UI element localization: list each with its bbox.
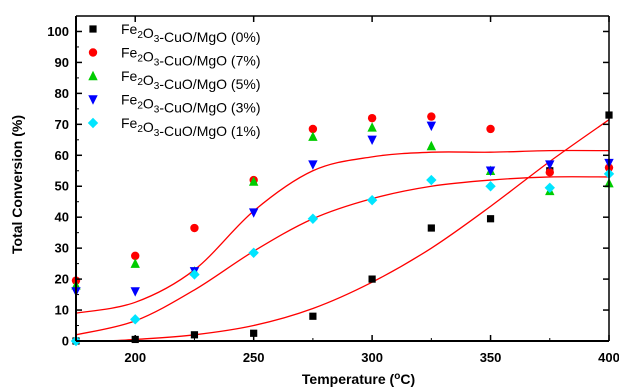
x-tick-label: 350 [480,350,502,365]
legend-marker-4 [88,95,98,105]
data-point-s5-6 [366,194,378,206]
data-point-s5-3 [189,269,200,280]
legend-label-4: Fe2O3-CuO/MgO (3%) [121,92,260,116]
y-tick-label: 100 [47,24,69,39]
y-tick-label: 40 [55,210,69,225]
data-points [70,111,615,347]
y-tick-label: 60 [55,148,69,163]
x-tick-label: 200 [124,350,146,365]
data-point-s2-8 [486,124,495,134]
data-point-s5-7 [426,174,437,186]
data-point-s4-6 [367,135,377,146]
data-point-s5-9 [544,182,555,193]
x-axis-label: Temperature (oC) [302,371,415,387]
data-point-s1-4 [250,329,258,337]
x-tick-label: 300 [361,350,383,365]
fit-curve-3 [94,119,609,341]
data-point-s3-4 [248,176,259,186]
y-tick-label: 80 [55,86,69,101]
legend: Fe2O3-CuO/MgO (0%)Fe2O3-CuO/MgO (7%)Fe2O… [87,21,260,139]
fit-curves [76,119,609,341]
legend-marker-2 [88,48,98,57]
data-point-s4-4 [248,208,259,218]
data-point-s4-9 [545,160,555,170]
data-point-s2-5 [308,124,318,134]
legend-marker-3 [88,70,98,81]
y-tick-label: 90 [55,55,69,70]
x-tick-label: 250 [243,350,265,365]
legend-label-2: Fe2O3-CuO/MgO (7%) [121,45,260,69]
legend-label-1: Fe2O3-CuO/MgO (0%) [121,21,260,45]
data-point-s5-4 [248,247,259,258]
data-point-s5-8 [485,181,496,192]
data-point-s3-5 [308,131,318,141]
data-point-s1-6 [368,275,376,283]
fit-curve-2 [76,176,609,336]
data-point-s1-5 [309,312,317,320]
data-point-s1-8 [486,215,495,223]
data-point-s4-2 [130,287,140,297]
data-point-s3-6 [367,122,377,132]
data-point-s3-7 [426,140,437,151]
data-point-s2-3 [190,223,199,233]
data-point-s2-7 [427,112,436,121]
axes: 0 10 20 30 40 50 60 70 80 90 100 200 250 300 350 400 [47,15,619,365]
y-axis-label: Total Conversion (%) [9,115,25,254]
legend-marker-5 [87,117,99,129]
data-point-s2-2 [131,251,140,261]
fit-curve-1 [76,149,609,314]
x-tick-label: 400 [598,350,619,365]
y-tick-label: 10 [55,303,69,318]
legend-label-5: Fe2O3-CuO/MgO (1%) [121,115,260,139]
data-point-s3-2 [130,258,140,268]
y-tick-label: 0 [62,334,69,349]
data-point-s4-5 [308,160,318,170]
y-tick-label: 30 [55,241,69,256]
y-tick-label: 70 [55,117,69,132]
y-tick-label: 20 [55,272,69,287]
data-point-s2-6 [367,113,377,123]
data-point-s1-7 [427,224,435,232]
legend-label-3: Fe2O3-CuO/MgO (5%) [121,68,260,92]
y-tick-label: 50 [55,179,69,194]
data-point-s4-8 [485,166,496,176]
legend-marker-1 [89,25,97,33]
data-point-s5-2 [130,314,141,325]
data-point-s4-7 [426,121,437,132]
data-point-s5-5 [307,213,319,224]
data-point-s1-3 [190,331,199,339]
data-point-s2-9 [545,168,554,177]
